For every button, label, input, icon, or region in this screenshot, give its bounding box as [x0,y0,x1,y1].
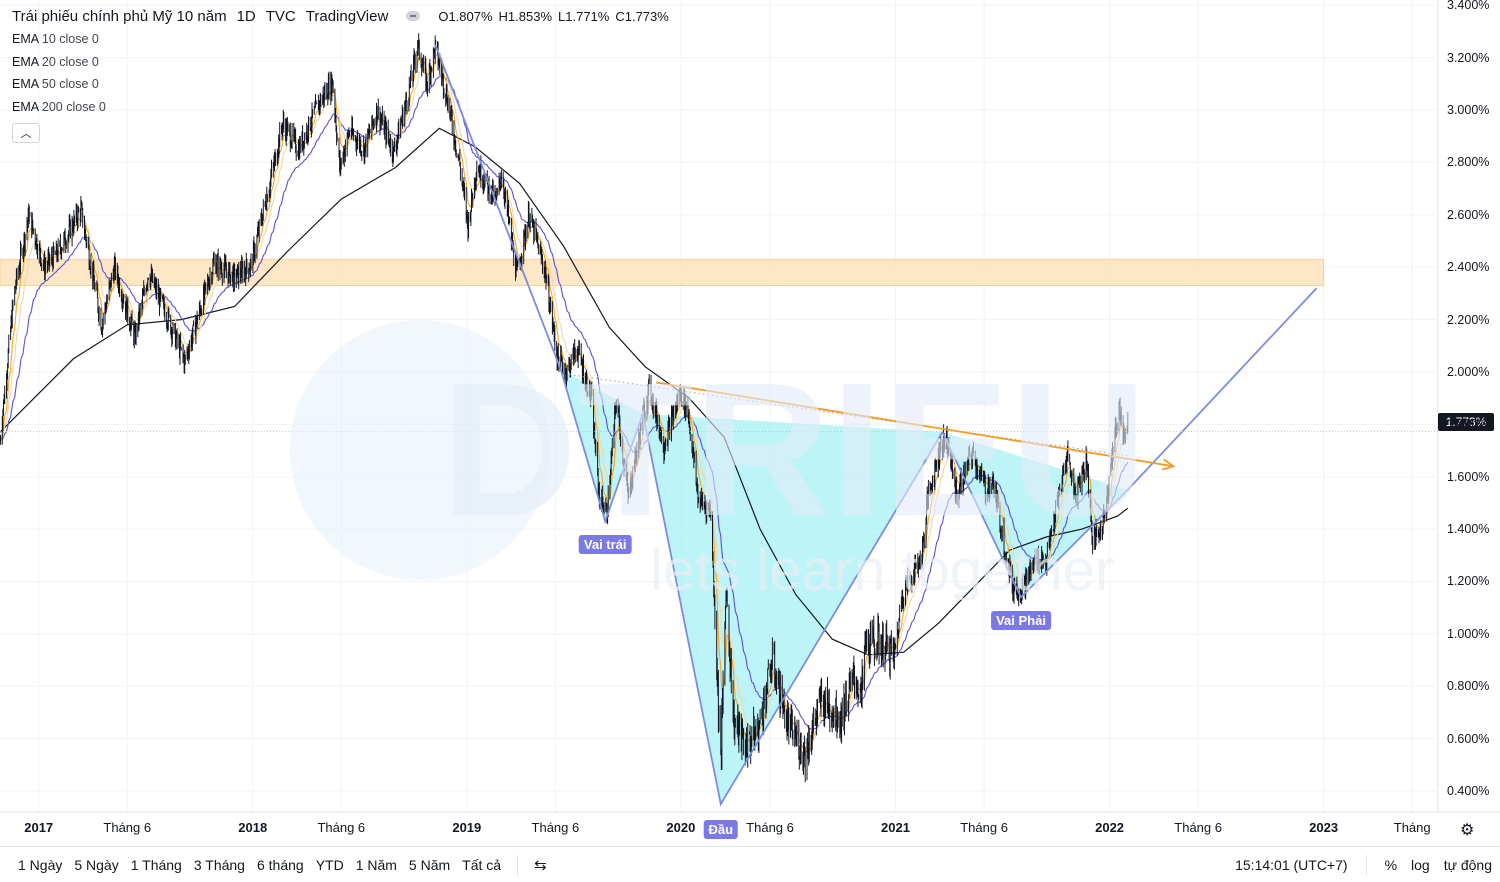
indicator-ema-20[interactable]: EMA 20 close 0 [12,54,99,69]
indicator-ema-10[interactable]: EMA 10 close 0 [12,32,99,46]
resistance-zone [0,258,1325,287]
price-tick-label: 2.000% [1447,364,1490,379]
time-tick-label: Tháng [1393,820,1431,835]
price-tick-label: 3.000% [1447,103,1490,117]
time-tick-label: Tháng 6 [531,820,580,835]
price-tick-label: 0.400% [1447,784,1490,799]
symbol-title[interactable]: Trái phiếu chính phủ Mỹ 10 năm [12,7,227,25]
compare-icon[interactable]: ⇆ [534,856,547,874]
candlestick-series [0,33,1129,783]
ema-20-line [0,60,1129,746]
chevron-up-icon: ︿ [20,127,32,140]
indicator-ema-200[interactable]: EMA 200 close 0 [12,100,106,115]
neckline-trend-line [656,381,1174,468]
price-tick-label: 1.000% [1447,626,1490,641]
price-tick-label: 3.400% [1447,0,1490,13]
clock-time[interactable]: 15:14:01 (UTC+7) [1235,856,1348,873]
neckline-arrow [1161,458,1176,471]
pattern-label: Vai Phải [991,611,1051,631]
price-tick-label: 3.200% [1447,50,1490,65]
bottom-toolbar: 1 Ngày 5 Ngày 1 Tháng 3 Tháng 6 tháng YT… [0,846,1500,882]
time-tick-label: Tháng 6 [317,820,366,835]
price-tick-label: 0.800% [1447,679,1490,694]
ema-50-line [0,75,1129,731]
pattern-fill-3 [942,432,1128,598]
range-5y-button[interactable]: 5 Năm [408,856,451,873]
auto-scale-button[interactable]: tự động [1443,856,1492,873]
head-shoulders-pattern-line [434,44,1318,807]
time-tick-label: 2018 [238,820,268,835]
price-tick-label: 1.600% [1447,469,1490,484]
toolbar-divider [517,854,519,875]
range-5d-button[interactable]: 5 Ngày [74,856,119,873]
range-3m-button[interactable]: 3 Tháng [193,856,245,873]
price-tick-label: 0.600% [1447,731,1490,746]
time-tick-label: Tháng 6 [103,820,152,835]
indicator-ema-50[interactable]: EMA 50 close 0 [12,77,99,92]
time-tick-label: 2017 [24,820,54,835]
last-price-tag: 1.773% [1438,413,1494,431]
time-tick-label: 2022 [1095,820,1125,835]
time-tick-label: 2019 [452,820,482,835]
pattern-label: Vai trái [578,535,632,555]
percent-scale-button[interactable]: % [1384,856,1398,873]
range-1y-button[interactable]: 1 Năm [355,856,397,873]
price-tick-label: 1.200% [1447,574,1490,589]
gear-icon[interactable]: ⚙ [1460,822,1475,839]
range-1d-button[interactable]: 1 Ngày [18,856,63,873]
time-tick-label: 2021 [881,820,910,835]
range-6m-button[interactable]: 6 tháng [256,856,304,873]
exchange-label: TVC [265,7,296,25]
log-scale-button[interactable]: log [1411,856,1430,873]
ema-10-line [0,53,1129,754]
chart-legend: Trái phiếu chính phủ Mỹ 10 năm 1D TVC Tr… [12,6,669,143]
toolbar-divider [1365,854,1367,875]
price-tick-label: 2.600% [1447,207,1490,222]
time-tick-label: Tháng 6 [746,820,794,835]
market-status-icon [406,11,421,21]
price-tick-label: 1.400% [1447,522,1490,537]
time-tick-label: 2020 [666,820,696,835]
price-tick-label: 2.200% [1447,312,1490,327]
pattern-label: Đầu [703,820,739,840]
ema-200-line [0,127,1129,656]
range-ytd-button[interactable]: YTD [315,856,344,873]
ohlc-values: O1.807% H1.853% L1.771% C1.773% [438,8,669,24]
time-tick-label: Tháng 6 [1174,820,1222,835]
price-tick-label: 2.800% [1447,155,1490,170]
interval-label[interactable]: 1D [236,7,256,25]
range-all-button[interactable]: Tất cả [462,856,502,873]
collapse-legend-button[interactable]: ︿ [12,122,40,143]
price-tick-label: 2.400% [1447,260,1490,275]
time-tick-label: Tháng 6 [960,820,1008,835]
source-label: TradingView [305,7,389,25]
time-tick-label: 2023 [1309,820,1339,835]
price-tick-label: 1.800% [1447,417,1490,432]
range-1m-button[interactable]: 1 Tháng [130,856,182,873]
